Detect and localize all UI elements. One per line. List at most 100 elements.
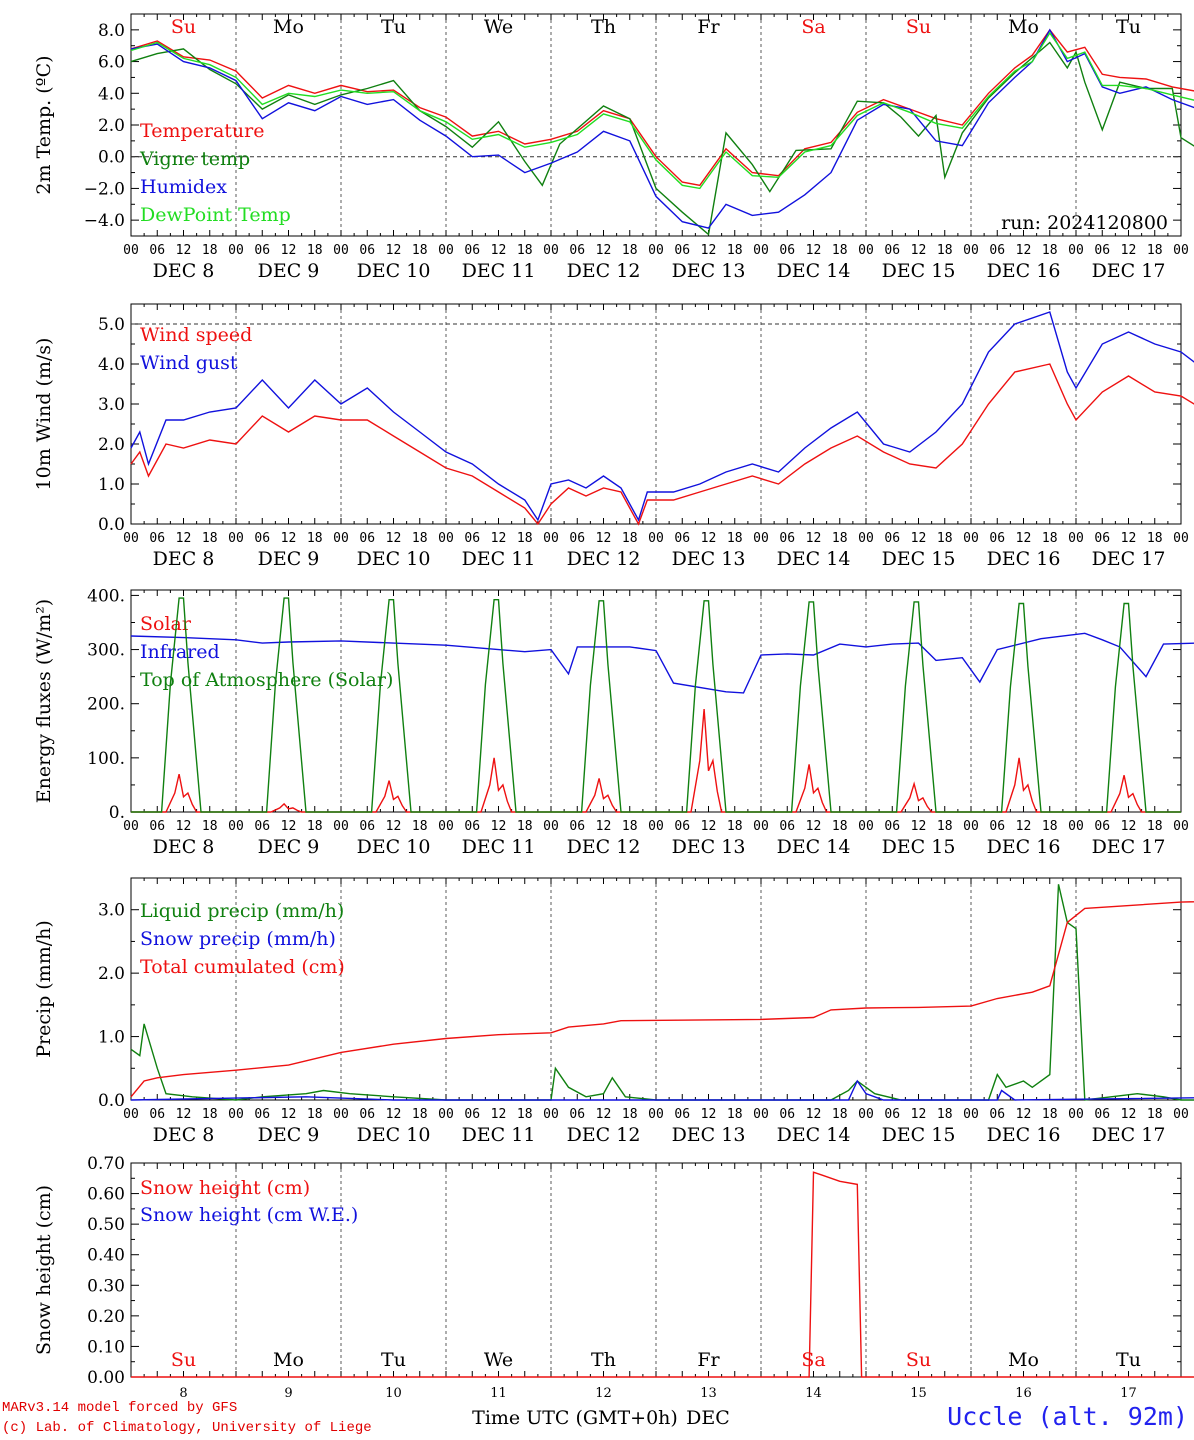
hour-tick-label: 18	[517, 243, 533, 258]
hour-tick-label: 12	[701, 1107, 717, 1122]
legend-entry: Total cumulated (cm)	[140, 956, 345, 978]
hour-tick-label: 12	[281, 819, 297, 834]
hour-tick-label: 12	[281, 531, 297, 546]
hour-tick-label: 00	[228, 1107, 244, 1122]
date-label: DEC 11	[462, 1124, 536, 1146]
series-line	[131, 1171, 1194, 1378]
legend-entry: Top of Atmosphere (Solar)	[140, 669, 393, 691]
date-label: DEC 8	[153, 836, 215, 858]
hour-tick-label: 12	[176, 243, 192, 258]
weekday-label: We	[484, 1349, 513, 1371]
y-tick-label: 1.0	[98, 475, 125, 495]
hour-tick-label: 18	[202, 531, 218, 546]
hour-tick-label: 12	[911, 1107, 927, 1122]
hour-tick-label: 00	[1068, 819, 1084, 834]
hour-tick-label: 00	[123, 243, 139, 258]
hour-tick-label: 18	[832, 1107, 848, 1122]
hour-tick-label: 06	[254, 531, 270, 546]
date-label: DEC 17	[1092, 260, 1166, 282]
y-tick-label: 0.0	[98, 1091, 125, 1111]
hour-tick-label: 00	[543, 819, 559, 834]
date-label: DEC 13	[672, 260, 746, 282]
hour-tick-label: 12	[386, 1107, 402, 1122]
hour-tick-label: 00	[963, 819, 979, 834]
date-label: DEC 15	[882, 260, 956, 282]
hour-tick-label: 00	[1068, 1107, 1084, 1122]
hour-tick-label: 12	[1016, 243, 1032, 258]
hour-tick-label: 00	[228, 819, 244, 834]
hour-tick-label: 00	[333, 243, 349, 258]
date-label: DEC 9	[258, 836, 320, 858]
hour-tick-label: 06	[359, 531, 375, 546]
weekday-label: Tu	[381, 16, 406, 38]
legend-entry: Snow height (cm W.E.)	[140, 1204, 358, 1226]
legend-entry: DewPoint Temp	[140, 204, 291, 226]
hour-tick-label: 00	[543, 1107, 559, 1122]
legend-entry: Solar	[140, 613, 192, 635]
series-line	[130, 28, 1194, 229]
y-axis-label: Energy fluxes (W/m²)	[33, 599, 55, 803]
legend-entry: Temperature	[140, 120, 264, 142]
date-label: DEC 11	[462, 548, 536, 570]
hour-tick-label: 18	[412, 531, 428, 546]
hour-tick-label: 00	[648, 243, 664, 258]
hour-tick-label: 00	[543, 531, 559, 546]
hour-tick-label: 18	[1042, 1107, 1058, 1122]
hour-tick-label: 00	[1068, 243, 1084, 258]
hour-tick-label: 12	[806, 819, 822, 834]
hour-tick-label: 06	[884, 819, 900, 834]
hour-tick-label: 12	[806, 243, 822, 258]
y-tick-label: −2.0	[84, 179, 125, 199]
hour-tick-label: 06	[674, 531, 690, 546]
date-label: DEC 13	[672, 836, 746, 858]
weekday-label: Su	[906, 16, 931, 38]
y-tick-label: 400.	[87, 586, 125, 606]
legend-entry: Snow precip (mm/h)	[140, 928, 336, 950]
hour-tick-label: 18	[517, 1107, 533, 1122]
y-tick-label: 2.0	[98, 435, 125, 455]
date-label: DEC 17	[1092, 836, 1166, 858]
hour-tick-label: 06	[884, 243, 900, 258]
y-axis-label: Precip (mm/h)	[33, 920, 55, 1058]
y-tick-label: 4.0	[98, 355, 125, 375]
hour-tick-label: 00	[1173, 243, 1189, 258]
hour-tick-label: 12	[491, 243, 507, 258]
hour-tick-label: 06	[464, 819, 480, 834]
hour-tick-label: 12	[1121, 243, 1137, 258]
hour-tick-label: 06	[884, 531, 900, 546]
date-label: DEC 12	[567, 548, 641, 570]
hour-tick-label: 06	[149, 243, 165, 258]
hour-tick-label: 18	[937, 531, 953, 546]
series-line	[130, 901, 1194, 1098]
date-label: DEC 17	[1092, 548, 1166, 570]
hour-tick-label: 18	[1042, 243, 1058, 258]
y-tick-label: 0.10	[87, 1337, 125, 1357]
date-label: DEC 10	[357, 836, 431, 858]
hour-tick-label: 18	[832, 819, 848, 834]
y-tick-label: 3.0	[98, 395, 125, 415]
hour-tick-label: 18	[1042, 531, 1058, 546]
hour-tick-label: 06	[359, 1107, 375, 1122]
day-number-label: 8	[179, 1386, 187, 1401]
hour-tick-label: 00	[228, 531, 244, 546]
hour-tick-label: 18	[622, 531, 638, 546]
hour-tick-label: 06	[1094, 531, 1110, 546]
legend-entry: Wind gust	[140, 352, 238, 374]
hour-tick-label: 18	[622, 243, 638, 258]
y-tick-label: 0.40	[87, 1246, 125, 1266]
hour-tick-label: 00	[123, 819, 139, 834]
y-tick-label: 5.0	[98, 315, 125, 335]
weekday-label: Fr	[697, 16, 720, 38]
hour-tick-label: 12	[1016, 531, 1032, 546]
hour-tick-label: 12	[911, 531, 927, 546]
credit-line-1: MARv3.14 model forced by GFS	[2, 1400, 238, 1416]
hour-tick-label: 18	[412, 243, 428, 258]
y-tick-label: 2.0	[98, 116, 125, 136]
hour-tick-label: 00	[648, 819, 664, 834]
legend-entry: Snow height (cm)	[140, 1177, 310, 1199]
y-tick-label: 300.	[87, 641, 125, 661]
hour-tick-label: 18	[1147, 819, 1163, 834]
hour-tick-label: 06	[1094, 243, 1110, 258]
hour-tick-label: 00	[753, 243, 769, 258]
